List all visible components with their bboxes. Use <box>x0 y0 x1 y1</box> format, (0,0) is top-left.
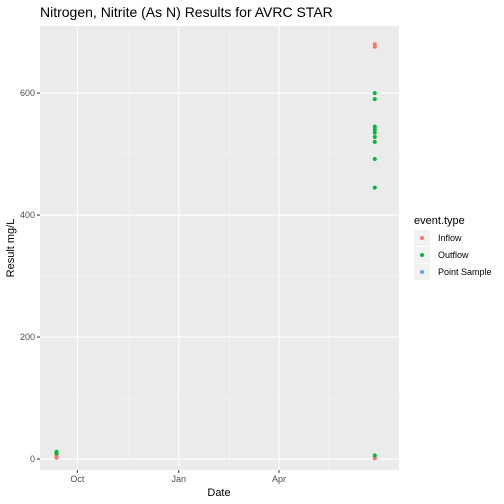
data-point-outflow <box>372 453 377 458</box>
data-point-inflow <box>54 455 59 460</box>
x-axis: Oct Jan Apr <box>70 470 286 484</box>
data-point-outflow <box>372 127 377 132</box>
x-tick-label: Apr <box>272 474 286 484</box>
data-points <box>54 42 377 461</box>
legend-swatch <box>420 270 424 274</box>
x-tick-label: Jan <box>171 474 186 484</box>
y-tick-label: 400 <box>20 210 35 220</box>
legend-label: Point Sample <box>438 267 492 277</box>
legend-title: event.type <box>414 215 465 227</box>
data-point-outflow <box>372 130 377 135</box>
data-point-outflow <box>372 97 377 102</box>
y-tick-label: 600 <box>20 88 35 98</box>
x-tick-label: Oct <box>70 474 85 484</box>
data-point-outflow <box>372 124 377 129</box>
legend-swatch <box>420 236 424 240</box>
legend-label: Outflow <box>438 250 469 260</box>
y-axis: 0 200 400 600 <box>20 88 40 464</box>
data-point-inflow <box>372 44 377 49</box>
y-tick-label: 200 <box>20 332 35 342</box>
data-point-outflow <box>372 135 377 139</box>
legend: event.type Inflow Outflow Point Sample <box>414 215 492 280</box>
plot-panel <box>40 26 399 470</box>
data-point-inflow <box>372 456 377 461</box>
data-point-outflow <box>54 451 59 456</box>
minor-gridlines <box>40 26 399 470</box>
data-point-outflow <box>372 156 377 161</box>
legend-swatch <box>420 253 424 257</box>
data-point-outflow <box>372 91 377 96</box>
y-axis-title: Result mg/L <box>5 219 17 278</box>
chart-title: Nitrogen, Nitrite (As N) Results for AVR… <box>40 4 333 20</box>
x-axis-title: Date <box>207 487 230 499</box>
major-gridlines <box>40 26 399 470</box>
data-point-outflow <box>372 139 377 144</box>
plot-background <box>40 26 399 470</box>
legend-label: Inflow <box>438 233 462 243</box>
y-tick-label: 0 <box>30 454 35 464</box>
data-point-outflow <box>372 185 377 190</box>
